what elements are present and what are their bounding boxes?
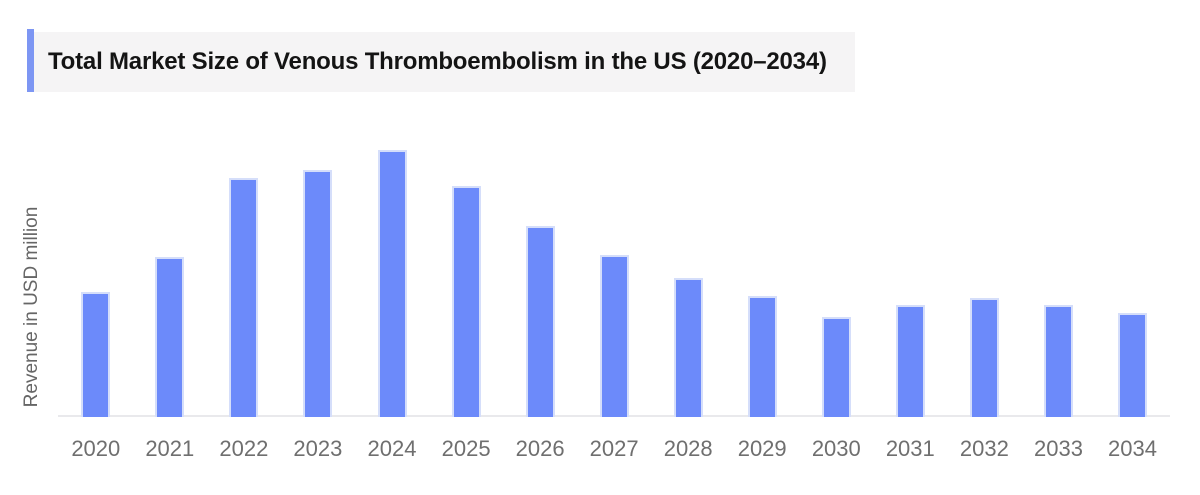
x-tick-label-2033: 2033 (1034, 436, 1083, 461)
bar-2031 (895, 305, 925, 417)
chart-title-block: Total Market Size of Venous Thromboembol… (27, 29, 855, 92)
x-tick-label-2030: 2030 (811, 436, 861, 461)
bar-2030 (821, 317, 851, 417)
bar-2033 (1044, 305, 1073, 417)
bar-2028 (673, 278, 703, 417)
bar-2034 (1118, 313, 1147, 417)
x-tick-label-2020: 2020 (71, 436, 121, 461)
x-tick-label-2023: 2023 (293, 436, 343, 461)
x-tick-label-2034: 2034 (1108, 436, 1157, 461)
x-tick-label-2028: 2028 (663, 436, 713, 461)
x-tick-label-2026: 2026 (515, 436, 565, 461)
title-accent-bar (27, 29, 34, 92)
bar-2020 (81, 292, 111, 417)
x-tick-label-2025: 2025 (441, 436, 491, 461)
bar-2021 (155, 257, 185, 417)
y-axis-label: Revenue in USD million (21, 206, 42, 408)
title-background-box: Total Market Size of Venous Thromboembol… (34, 32, 855, 92)
x-tick-label-2027: 2027 (589, 436, 639, 461)
chart-title: Total Market Size of Venous Thromboembol… (48, 48, 827, 75)
x-tick-label-2022: 2022 (219, 436, 269, 461)
bar-2029 (747, 296, 777, 417)
x-tick-label-2021: 2021 (145, 436, 195, 461)
x-tick-label-2032: 2032 (959, 436, 1009, 461)
x-tick-label-2029: 2029 (737, 436, 787, 461)
bar-2023 (303, 170, 333, 417)
x-tick-label-2024: 2024 (367, 436, 417, 461)
bar-2022 (229, 178, 259, 417)
bar-2032 (969, 298, 999, 417)
x-tick-label-2031: 2031 (885, 436, 935, 461)
bar-2024 (377, 150, 407, 417)
bar-2027 (599, 255, 629, 417)
bar-2026 (525, 226, 555, 417)
bar-2025 (451, 186, 481, 417)
